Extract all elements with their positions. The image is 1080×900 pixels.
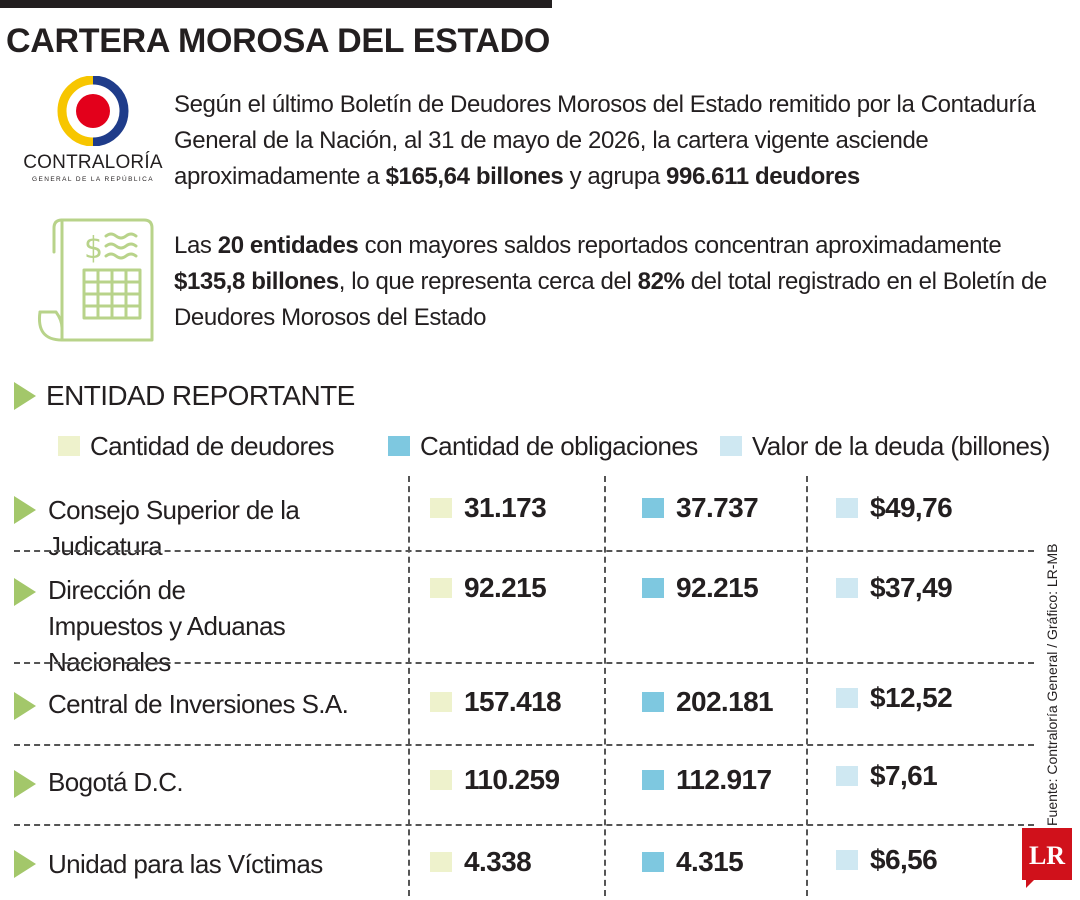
legend-label: Valor de la deuda (billones) [752,430,1050,461]
valor-cell: $12,52 [836,682,953,714]
legend-label: Cantidad de deudores [90,430,334,461]
contraloria-logo: CONTRALORÍA GENERAL DE LA REPÚBLICA [22,76,164,186]
lr-logo-icon: LR [1022,828,1072,888]
valor-value: $37,49 [870,572,953,603]
entity-name: Central de Inversiones S.A. [48,689,349,719]
row-divider [14,662,1034,664]
obligaciones-value: 202.181 [676,686,774,717]
cell-swatch [430,852,452,872]
valor-cell: $37,49 [836,572,953,604]
entity-name: Bogotá D.C. [48,767,184,797]
cell-swatch [836,498,858,518]
obligaciones-cell: 92.215 [642,572,759,604]
deudores-cell: 92.215 [430,572,547,604]
obligaciones-cell: 4.315 [642,846,744,878]
row-divider [14,550,1034,552]
cell-swatch [642,498,664,518]
legend-item-valor: Valor de la deuda (billones) [720,430,1050,462]
deudores-cell: 110.259 [430,764,560,796]
row-arrow-icon [14,496,36,524]
obligaciones-cell: 37.737 [642,492,759,524]
entity-name: Unidad para las Víctimas [48,849,323,879]
cell-swatch [642,852,664,872]
svg-text:$: $ [84,231,103,266]
cell-swatch [836,766,858,786]
deudores-value: 4.338 [464,846,532,877]
intro-paragraph-2: Las 20 entidades con mayores saldos repo… [174,232,1047,331]
cell-swatch [430,692,452,712]
cell-swatch [642,770,664,790]
legend-swatch-deudores [58,436,80,456]
cell-swatch [430,578,452,598]
deudores-cell: 4.338 [430,846,532,878]
valor-cell: $6,56 [836,844,938,876]
cell-swatch [430,770,452,790]
lr-logo-text: LR [1029,841,1065,870]
legend-item-deudores: Cantidad de deudores [58,430,334,462]
source-credit: Fuente: Contraloría General / Gráfico: L… [1044,543,1060,826]
top-rule [0,0,552,8]
deudores-value: 110.259 [464,764,560,795]
obligaciones-value: 37.737 [676,492,759,523]
legend-swatch-obligaciones [388,436,410,456]
row-arrow-icon [14,850,36,878]
column-divider [408,476,410,896]
section-label: ENTIDAD REPORTANTE [46,380,355,411]
row-arrow-icon [14,578,36,606]
deudores-value: 157.418 [464,686,562,717]
cell-swatch [642,578,664,598]
deudores-value: 92.215 [464,572,547,603]
row-divider [14,744,1034,746]
entity-name: Consejo Superior de la Judicatura [48,495,300,561]
deudores-value: 31.173 [464,492,547,523]
row-arrow-icon [14,770,36,798]
ledger-document-icon: $ [37,218,154,342]
row-arrow-icon [14,692,36,720]
obligaciones-cell: 112.917 [642,764,772,796]
legend-swatch-valor [720,436,742,456]
cell-swatch [642,692,664,712]
entity-name: Dirección de Impuestos y Aduanas Naciona… [48,575,286,677]
deudores-cell: 157.418 [430,686,562,718]
legend-label: Cantidad de obligaciones [420,430,698,461]
page-title: CARTERA MOROSA DEL ESTADO [6,22,551,60]
valor-value: $6,56 [870,844,938,875]
valor-cell: $49,76 [836,492,953,524]
valor-value: $12,52 [870,682,953,713]
cell-swatch [836,850,858,870]
obligaciones-cell: 202.181 [642,686,774,718]
valor-value: $7,61 [870,760,938,791]
contraloria-seal-icon [57,76,129,146]
valor-value: $49,76 [870,492,953,523]
cell-swatch [836,688,858,708]
legend-item-obligaciones: Cantidad de obligaciones [388,430,698,462]
intro-paragraph-1: Según el último Boletín de Deudores Moro… [174,91,1036,190]
obligaciones-value: 92.215 [676,572,759,603]
cell-swatch [836,578,858,598]
valor-cell: $7,61 [836,760,938,792]
cell-swatch [430,498,452,518]
logo-subtitle: GENERAL DE LA REPÚBLICA [32,176,154,183]
column-divider [604,476,606,896]
section-arrow-icon [14,382,36,410]
logo-name: CONTRALORÍA [23,152,163,173]
deudores-cell: 31.173 [430,492,547,524]
obligaciones-value: 4.315 [676,846,744,877]
row-divider [14,824,1034,826]
column-divider [806,476,808,896]
obligaciones-value: 112.917 [676,764,772,795]
